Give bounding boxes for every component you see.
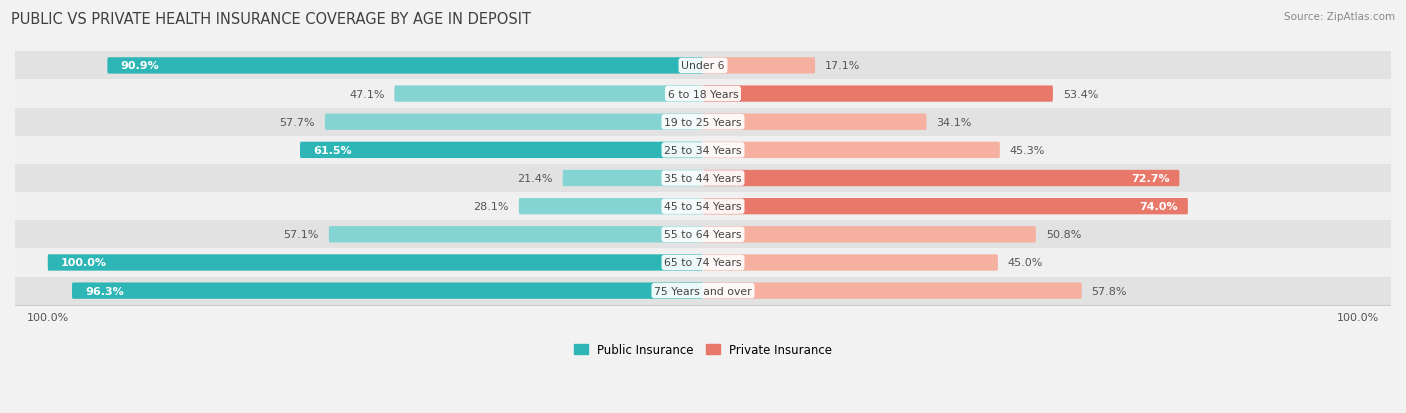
FancyBboxPatch shape: [15, 277, 1391, 305]
FancyBboxPatch shape: [519, 199, 703, 215]
Text: PUBLIC VS PRIVATE HEALTH INSURANCE COVERAGE BY AGE IN DEPOSIT: PUBLIC VS PRIVATE HEALTH INSURANCE COVER…: [11, 12, 531, 27]
FancyBboxPatch shape: [48, 255, 703, 271]
Text: 100.0%: 100.0%: [60, 258, 107, 268]
Text: 25 to 34 Years: 25 to 34 Years: [664, 145, 742, 156]
FancyBboxPatch shape: [703, 171, 1180, 187]
Text: 61.5%: 61.5%: [314, 145, 352, 156]
FancyBboxPatch shape: [329, 227, 703, 243]
Text: 45.3%: 45.3%: [1010, 145, 1045, 156]
FancyBboxPatch shape: [72, 283, 703, 299]
Text: Under 6: Under 6: [682, 61, 724, 71]
Text: 45.0%: 45.0%: [1008, 258, 1043, 268]
FancyBboxPatch shape: [703, 142, 1000, 159]
FancyBboxPatch shape: [15, 80, 1391, 108]
Text: 34.1%: 34.1%: [936, 117, 972, 128]
Text: 28.1%: 28.1%: [474, 202, 509, 212]
Text: 74.0%: 74.0%: [1139, 202, 1178, 212]
FancyBboxPatch shape: [703, 227, 1036, 243]
FancyBboxPatch shape: [562, 171, 703, 187]
Text: 21.4%: 21.4%: [517, 173, 553, 184]
FancyBboxPatch shape: [325, 114, 703, 131]
Text: 45 to 54 Years: 45 to 54 Years: [664, 202, 742, 212]
FancyBboxPatch shape: [703, 199, 1188, 215]
FancyBboxPatch shape: [394, 86, 703, 102]
FancyBboxPatch shape: [703, 283, 1081, 299]
FancyBboxPatch shape: [107, 58, 703, 74]
FancyBboxPatch shape: [703, 114, 927, 131]
Text: 47.1%: 47.1%: [349, 89, 385, 100]
FancyBboxPatch shape: [703, 58, 815, 74]
FancyBboxPatch shape: [703, 86, 1053, 102]
Legend: Public Insurance, Private Insurance: Public Insurance, Private Insurance: [569, 338, 837, 361]
FancyBboxPatch shape: [15, 136, 1391, 164]
Text: 53.4%: 53.4%: [1063, 89, 1098, 100]
Text: 57.7%: 57.7%: [280, 117, 315, 128]
Text: 19 to 25 Years: 19 to 25 Years: [664, 117, 742, 128]
Text: 55 to 64 Years: 55 to 64 Years: [664, 230, 742, 240]
Text: 6 to 18 Years: 6 to 18 Years: [668, 89, 738, 100]
Text: 35 to 44 Years: 35 to 44 Years: [664, 173, 742, 184]
FancyBboxPatch shape: [299, 142, 703, 159]
Text: 17.1%: 17.1%: [825, 61, 860, 71]
Text: 75 Years and over: 75 Years and over: [654, 286, 752, 296]
Text: 50.8%: 50.8%: [1046, 230, 1081, 240]
FancyBboxPatch shape: [15, 108, 1391, 136]
FancyBboxPatch shape: [15, 192, 1391, 221]
FancyBboxPatch shape: [15, 52, 1391, 80]
Text: 65 to 74 Years: 65 to 74 Years: [664, 258, 742, 268]
Text: 72.7%: 72.7%: [1130, 173, 1170, 184]
FancyBboxPatch shape: [15, 164, 1391, 192]
Text: Source: ZipAtlas.com: Source: ZipAtlas.com: [1284, 12, 1395, 22]
FancyBboxPatch shape: [703, 255, 998, 271]
Text: 57.1%: 57.1%: [284, 230, 319, 240]
Text: 90.9%: 90.9%: [121, 61, 159, 71]
FancyBboxPatch shape: [15, 221, 1391, 249]
Text: 57.8%: 57.8%: [1091, 286, 1128, 296]
FancyBboxPatch shape: [15, 249, 1391, 277]
Text: 96.3%: 96.3%: [86, 286, 124, 296]
